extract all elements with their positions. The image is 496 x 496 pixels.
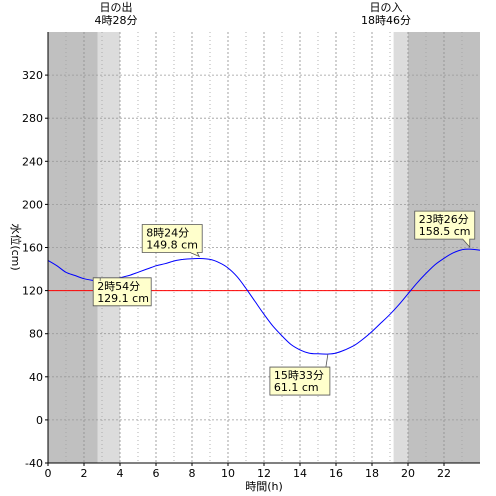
callout-value: 149.8 cm bbox=[146, 238, 198, 251]
sunset-label: 日の入 18時46分 bbox=[356, 1, 416, 27]
x-tick-label: 4 bbox=[117, 467, 124, 480]
x-tick-label: 18 bbox=[365, 467, 379, 480]
x-tick-label: 0 bbox=[45, 467, 52, 480]
x-tick-label: 20 bbox=[401, 467, 415, 480]
x-tick-label: 22 bbox=[437, 467, 451, 480]
sunrise-title: 日の出 bbox=[99, 1, 133, 14]
y-axis-label: 水位(cm) bbox=[9, 223, 23, 270]
y-tick-label: 240 bbox=[22, 155, 43, 168]
callout-value: 61.1 cm bbox=[274, 381, 319, 394]
callout-pointer bbox=[325, 354, 329, 368]
sunrise-label: 日の出 4時28分 bbox=[86, 1, 146, 27]
callout-box bbox=[269, 366, 331, 396]
y-tick-label: 200 bbox=[22, 198, 43, 211]
x-tick-label: 16 bbox=[329, 467, 343, 480]
x-axis-label: 時間(h) bbox=[245, 480, 283, 493]
x-tick-label: 2 bbox=[81, 467, 88, 480]
y-tick-label: 80 bbox=[29, 328, 43, 341]
callout-value: 129.1 cm bbox=[97, 292, 149, 305]
y-tick-label: 160 bbox=[22, 242, 43, 255]
callout-box bbox=[92, 277, 152, 307]
callout-time: 8時24分 bbox=[146, 226, 189, 239]
sunset-title: 日の入 bbox=[369, 1, 403, 14]
y-tick-label: 320 bbox=[22, 69, 43, 82]
callout-value: 158.5 cm bbox=[419, 225, 471, 238]
x-tick-label: 6 bbox=[153, 467, 160, 480]
callout-box bbox=[414, 210, 476, 249]
y-tick-label: -40 bbox=[25, 457, 43, 470]
callout-time: 15時33分 bbox=[274, 369, 324, 382]
x-tick-label: 10 bbox=[221, 467, 235, 480]
y-tick-label: 280 bbox=[22, 112, 43, 125]
y-tick-label: 0 bbox=[36, 414, 43, 427]
x-tick-label: 12 bbox=[257, 467, 271, 480]
x-tick-label: 8 bbox=[189, 467, 196, 480]
sunset-time: 18時46分 bbox=[361, 14, 411, 27]
x-tick-label: 14 bbox=[293, 467, 307, 480]
sunrise-time: 4時28分 bbox=[94, 14, 138, 27]
callout-box bbox=[141, 224, 203, 258]
y-tick-label: 40 bbox=[29, 371, 43, 384]
callout-time: 23時26分 bbox=[419, 213, 469, 226]
callout-time: 2時54分 bbox=[97, 280, 140, 293]
y-tick-label: 120 bbox=[22, 285, 43, 298]
